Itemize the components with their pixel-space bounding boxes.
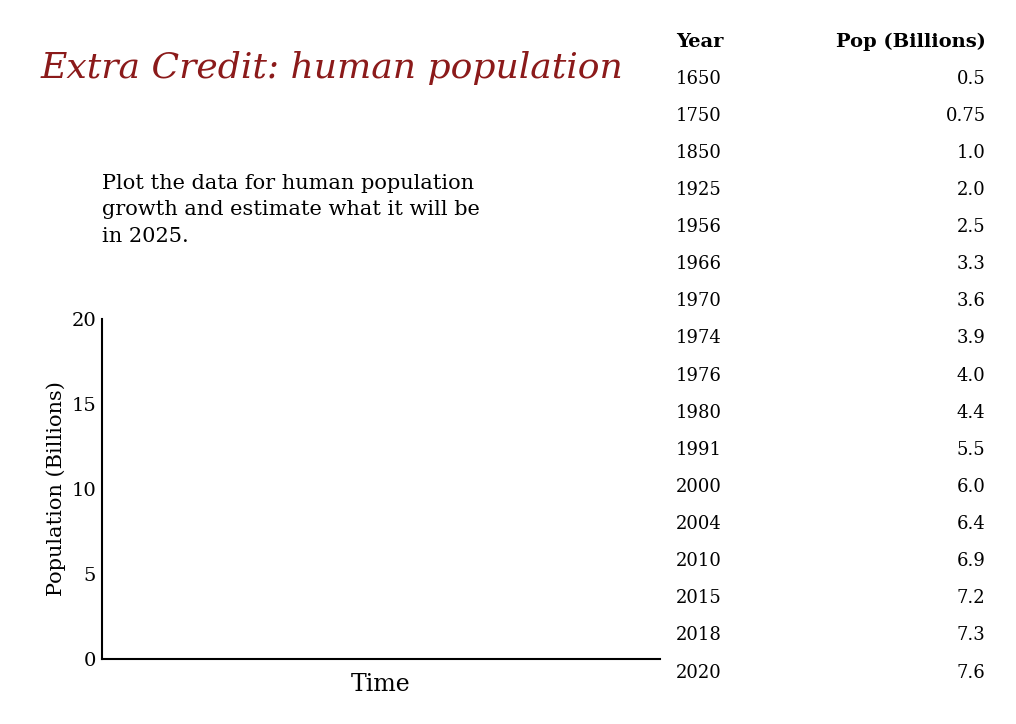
Text: 1850: 1850 <box>676 144 721 162</box>
Text: 2.0: 2.0 <box>957 181 986 199</box>
Text: 1991: 1991 <box>676 441 721 459</box>
Text: 1974: 1974 <box>676 329 721 348</box>
Text: 7.6: 7.6 <box>957 663 986 681</box>
Text: Year: Year <box>676 33 723 51</box>
Text: 2000: 2000 <box>676 478 721 496</box>
Text: 1956: 1956 <box>676 218 721 236</box>
Text: 2015: 2015 <box>676 589 721 607</box>
Text: 2004: 2004 <box>676 515 721 533</box>
Text: 1980: 1980 <box>676 404 721 421</box>
Text: 4.4: 4.4 <box>957 404 986 421</box>
Text: Plot the data for human population
growth and estimate what it will be
in 2025.: Plot the data for human population growt… <box>102 174 480 245</box>
Text: 2.5: 2.5 <box>957 218 986 236</box>
Text: 1.0: 1.0 <box>957 144 986 162</box>
Text: 2018: 2018 <box>676 626 721 644</box>
Text: Pop (Billions): Pop (Billions) <box>835 33 986 51</box>
Text: 3.3: 3.3 <box>957 256 986 273</box>
Text: 1976: 1976 <box>676 366 721 384</box>
Text: 6.4: 6.4 <box>957 515 986 533</box>
X-axis label: Time: Time <box>352 673 410 696</box>
Y-axis label: Population (Billions): Population (Billions) <box>46 382 66 596</box>
Text: 1966: 1966 <box>676 256 721 273</box>
Text: 3.9: 3.9 <box>957 329 986 348</box>
Text: 3.6: 3.6 <box>957 292 986 311</box>
Text: 2020: 2020 <box>676 663 721 681</box>
Text: 4.0: 4.0 <box>957 366 986 384</box>
Text: 1925: 1925 <box>676 181 721 199</box>
Text: 7.2: 7.2 <box>957 589 986 607</box>
Text: 2010: 2010 <box>676 552 721 571</box>
Text: 0.5: 0.5 <box>957 70 986 88</box>
Text: 5.5: 5.5 <box>957 441 986 459</box>
Text: 6.9: 6.9 <box>957 552 986 571</box>
Text: 1750: 1750 <box>676 107 721 125</box>
Text: 6.0: 6.0 <box>957 478 986 496</box>
Text: 1970: 1970 <box>676 292 721 311</box>
Text: 1650: 1650 <box>676 70 721 88</box>
Text: 0.75: 0.75 <box>946 107 986 125</box>
Text: 7.3: 7.3 <box>957 626 986 644</box>
Text: Extra Credit: human population: Extra Credit: human population <box>41 51 624 85</box>
